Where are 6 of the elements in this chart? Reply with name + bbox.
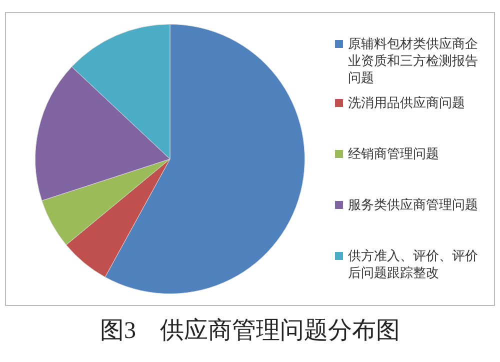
- legend-label: 供方准入、评价、评价后问题跟踪整改: [348, 248, 479, 282]
- legend-label: 经销商管理问题: [348, 146, 439, 163]
- legend-label: 原辅料包材类供应商企业资质和三方检测报告问题: [348, 36, 479, 87]
- legend-label: 洗消用品供应商问题: [348, 95, 465, 112]
- text: 图3 供应商管理问题分布图: [99, 316, 401, 346]
- legend-label: 服务类供应商管理问题: [348, 197, 478, 214]
